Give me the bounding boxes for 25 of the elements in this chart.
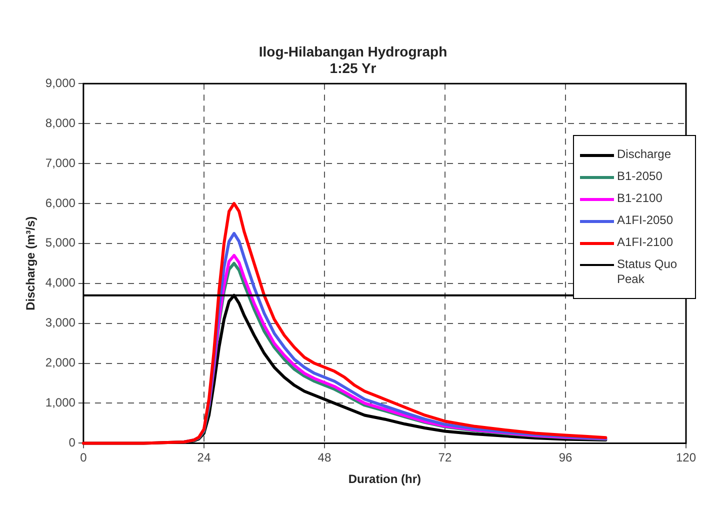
x-tick-label: 96 [558, 450, 572, 465]
legend-label: Discharge [617, 147, 672, 162]
y-tick-label: 0 [68, 436, 76, 450]
y-tick-label: 8,000 [45, 116, 76, 130]
legend-label: A1FI-2050 [617, 213, 674, 228]
x-tick-label: 0 [80, 450, 88, 465]
y-tick-label: 3,000 [45, 316, 76, 330]
x-tick-label: 48 [318, 450, 332, 465]
x-tick-label: 24 [197, 450, 211, 465]
y-tick-label: 4,000 [45, 276, 76, 290]
y-tick-label: 9,000 [45, 76, 76, 90]
legend-label: A1FI-2100 [617, 235, 674, 250]
y-tick-label: 6,000 [45, 196, 76, 210]
y-tick-label: 5,000 [45, 236, 76, 250]
chart-title: Ilog-Hilabangan Hydrograph 1:25 Yr [258, 43, 448, 76]
legend-label: B1-2050 [617, 169, 662, 184]
legend-label: Status Quo Peak [617, 257, 678, 287]
x-axis-title: Duration (hr) [348, 472, 422, 486]
y-tick-label: 7,000 [45, 156, 76, 170]
legend-label: B1-2100 [617, 191, 662, 206]
y-tick-label: 1,000 [45, 396, 76, 410]
y-axis-title: Discharge (m³/s) [24, 216, 38, 310]
x-tick-label: 72 [438, 450, 452, 465]
x-tick-label: 120 [676, 450, 696, 465]
y-tick-label: 2,000 [45, 356, 76, 370]
